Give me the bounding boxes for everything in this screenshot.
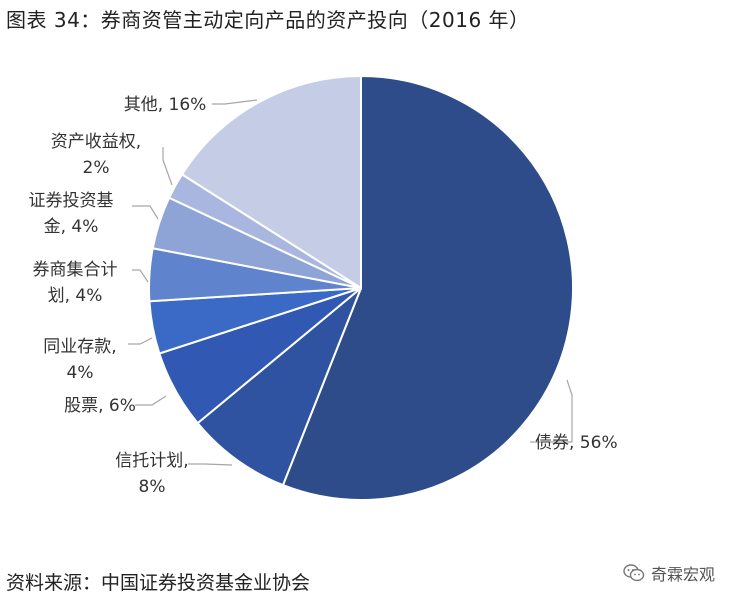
leader-lines (128, 99, 573, 466)
leader-line-1 (530, 379, 573, 443)
slice-label-6: 证券投资基金, 4% (29, 191, 114, 237)
slice-label-3: 股票, 6% (64, 396, 136, 416)
slice-label-1: 债券, 56% (535, 433, 618, 453)
leader-line-2 (188, 463, 233, 466)
pie-slice-8 (180, 74, 362, 290)
pie-slices (148, 74, 574, 501)
source-note: 资料来源：中国证券投资基金业协会 (6, 572, 311, 594)
leader-line-7 (162, 147, 173, 186)
watermark: 奇霖宏观 (623, 561, 715, 585)
slice-label-4: 同业存款, 4% (43, 337, 116, 383)
slice-label-5: 券商集合计划, 4% (33, 260, 118, 306)
pie-slice-2 (196, 287, 362, 487)
slice-label-8: 其他, 16% (124, 95, 207, 115)
leader-line-8 (212, 99, 258, 105)
slice-label-7: 资产收益权, 2% (51, 132, 141, 178)
chart-title: 图表 34：券商资管主动定向产品的资产投向（2016 年） (6, 8, 530, 32)
leader-line-4 (128, 337, 153, 345)
leader-line-3 (135, 395, 167, 406)
slice-labels: 债券, 56% 信托计划, 8% 股票, 6% 同业存款, 4% 券商集合计划, 4% 证券投… (29, 95, 618, 497)
leader-line-5 (132, 269, 149, 283)
watermark-text: 奇霖宏观 (650, 565, 715, 584)
slice-label-2: 信托计划, 8% (115, 451, 188, 497)
pie-slice-1 (281, 74, 574, 501)
wechat-icon (623, 564, 645, 582)
leader-line-6 (132, 205, 159, 220)
